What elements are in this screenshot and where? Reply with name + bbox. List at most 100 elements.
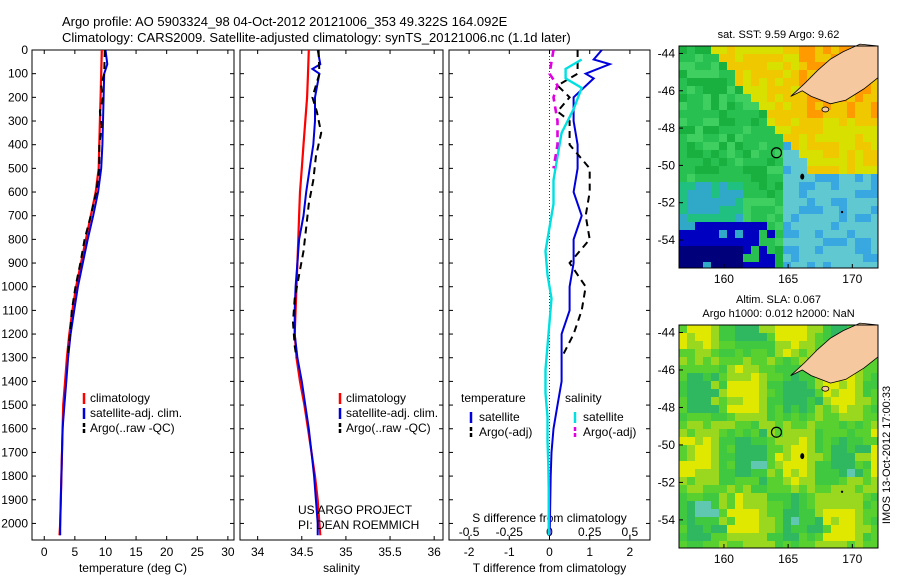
map-cell	[783, 365, 791, 373]
map-cell	[687, 254, 695, 262]
map-cell	[815, 198, 823, 206]
map-cell	[807, 126, 815, 134]
map-cell	[751, 413, 759, 421]
map-cell	[695, 134, 703, 142]
map-cell	[695, 62, 703, 70]
map-cell	[759, 333, 767, 341]
map-cell	[719, 46, 727, 54]
y-tick-label: 1000	[1, 280, 28, 294]
map-cell	[695, 46, 703, 54]
map-cell	[743, 206, 751, 214]
map-cell	[759, 62, 767, 70]
map-cell	[719, 54, 727, 62]
map-cell	[759, 445, 767, 453]
map-cell	[823, 509, 831, 517]
map-cell	[807, 182, 815, 190]
map-cell	[831, 325, 839, 333]
map-cell	[823, 222, 831, 230]
map-cell	[735, 150, 743, 158]
map-cell	[727, 325, 735, 333]
map-cell	[783, 62, 791, 70]
map-cell	[767, 493, 775, 501]
map-cell	[775, 533, 783, 541]
map-cell	[839, 230, 847, 238]
map-cell	[759, 238, 767, 246]
map-cell	[807, 222, 815, 230]
map-cell	[679, 541, 687, 548]
map-cell	[703, 158, 711, 166]
map-cell	[767, 333, 775, 341]
series-line-sat	[293, 49, 322, 536]
map-cell	[743, 54, 751, 62]
map-cell	[863, 142, 871, 150]
map-cell	[711, 469, 719, 477]
map-cell	[711, 86, 719, 94]
map-cell	[783, 381, 791, 389]
map-cell	[727, 94, 735, 102]
map-cell	[695, 166, 703, 174]
map-y-tick-label: -44	[658, 325, 676, 339]
map-cell	[711, 445, 719, 453]
map-cell	[783, 397, 791, 405]
map-cell	[703, 86, 711, 94]
series-line-argo	[291, 49, 323, 358]
map-cell	[799, 357, 807, 365]
map-cell	[743, 501, 751, 509]
map-cell	[711, 437, 719, 445]
map-cell	[799, 501, 807, 509]
map-cell	[751, 214, 759, 222]
map-cell	[703, 349, 711, 357]
map-cell	[823, 46, 831, 54]
map-cell	[863, 230, 871, 238]
map-cell	[703, 341, 711, 349]
legend-label: climatology	[346, 391, 406, 405]
map-cell	[847, 134, 855, 142]
map-cell	[759, 78, 767, 86]
map-cell	[799, 142, 807, 150]
map-cell	[767, 174, 775, 182]
map-cell	[791, 381, 799, 389]
map-cell	[815, 222, 823, 230]
map-cell	[727, 254, 735, 262]
map-cell	[727, 214, 735, 222]
map-cell	[703, 174, 711, 182]
map-cell	[815, 142, 823, 150]
map-cell	[727, 453, 735, 461]
map-cell	[855, 254, 863, 262]
map-cell	[847, 182, 855, 190]
map-y-tick-label: -48	[658, 121, 676, 135]
map-cell	[855, 206, 863, 214]
map-cell	[727, 166, 735, 174]
map-cell	[855, 198, 863, 206]
map-cell	[815, 429, 823, 437]
map-cell	[687, 493, 695, 501]
map-cell	[863, 222, 871, 230]
map-cell	[679, 429, 687, 437]
map-cell	[767, 46, 775, 54]
map-cell	[847, 206, 855, 214]
map-cell	[855, 166, 863, 174]
map-cell	[831, 445, 839, 453]
map-cell	[735, 46, 743, 54]
map-cell	[727, 46, 735, 54]
map-cell	[807, 70, 815, 78]
map-cell	[703, 469, 711, 477]
map-cell	[719, 238, 727, 246]
map-cell	[839, 198, 847, 206]
map-cell	[679, 445, 687, 453]
map-cell	[743, 110, 751, 118]
map-cell	[727, 525, 735, 533]
map-cell	[727, 70, 735, 78]
map-title: Argo h1000: 0.012 h2000: NaN	[702, 308, 854, 320]
map-cell	[799, 525, 807, 533]
map-cell	[711, 166, 719, 174]
map-cell	[703, 445, 711, 453]
map-cell	[847, 501, 855, 509]
map-cell	[871, 365, 878, 373]
map-cell	[855, 413, 863, 421]
map-cell	[735, 206, 743, 214]
map-cell	[815, 62, 823, 70]
map-cell	[783, 86, 791, 94]
map-cell	[783, 437, 791, 445]
map-cell	[767, 349, 775, 357]
